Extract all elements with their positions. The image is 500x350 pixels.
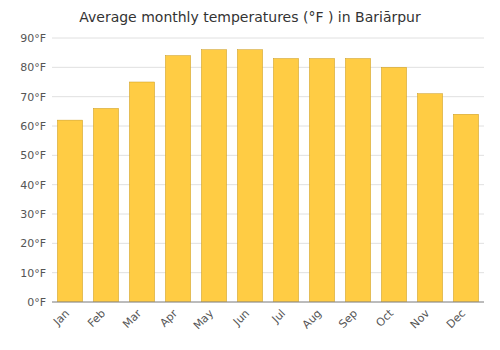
bar: [165, 56, 190, 302]
bar: [345, 59, 370, 302]
y-tick-label: 30°F: [20, 208, 46, 221]
x-axis-line: [52, 302, 484, 303]
bar: [93, 108, 118, 302]
bar: [201, 50, 226, 302]
grid-line: [52, 302, 484, 303]
bar: [57, 120, 82, 302]
x-tick-label: Mar: [120, 307, 144, 331]
x-tick-label: Aug: [300, 307, 324, 331]
title: Average monthly temperatures (°F ) in Ba…: [79, 9, 421, 25]
y-tick-label: 80°F: [20, 61, 46, 74]
chart: Average monthly temperatures (°F ) in Ba…: [0, 0, 500, 350]
x-tick-label: Jan: [50, 307, 72, 329]
x-tick-label: Oct: [373, 306, 396, 329]
x-tick-label: May: [191, 307, 217, 333]
y-tick-label: 40°F: [20, 179, 46, 192]
bar: [129, 82, 154, 302]
grid-line: [52, 38, 484, 39]
x-tick-label: Dec: [444, 307, 468, 331]
bar: [309, 59, 334, 302]
grid-line: [52, 67, 484, 68]
y-tick-label: 70°F: [20, 91, 46, 104]
y-tick-label: 20°F: [20, 237, 46, 250]
x-tick-label: Nov: [408, 307, 433, 332]
bar: [237, 50, 262, 302]
x-tick-label: Jul: [269, 307, 288, 326]
y-tick-label: 0°F: [27, 296, 46, 309]
bars: [57, 50, 478, 302]
x-tick-label: Feb: [85, 307, 108, 330]
y-tick-label: 50°F: [20, 149, 46, 162]
grid: [52, 38, 484, 302]
y-tick-label: 60°F: [20, 120, 46, 133]
y-tick-label: 90°F: [20, 32, 46, 45]
x-tick-label: Jun: [230, 307, 252, 329]
bar: [381, 67, 406, 302]
bar: [273, 59, 298, 302]
x-tick-label: Apr: [157, 307, 180, 330]
x-tick-label: Sep: [336, 307, 360, 331]
bar: [453, 114, 478, 302]
y-tick-label: 10°F: [20, 267, 46, 280]
bar: [417, 94, 442, 302]
